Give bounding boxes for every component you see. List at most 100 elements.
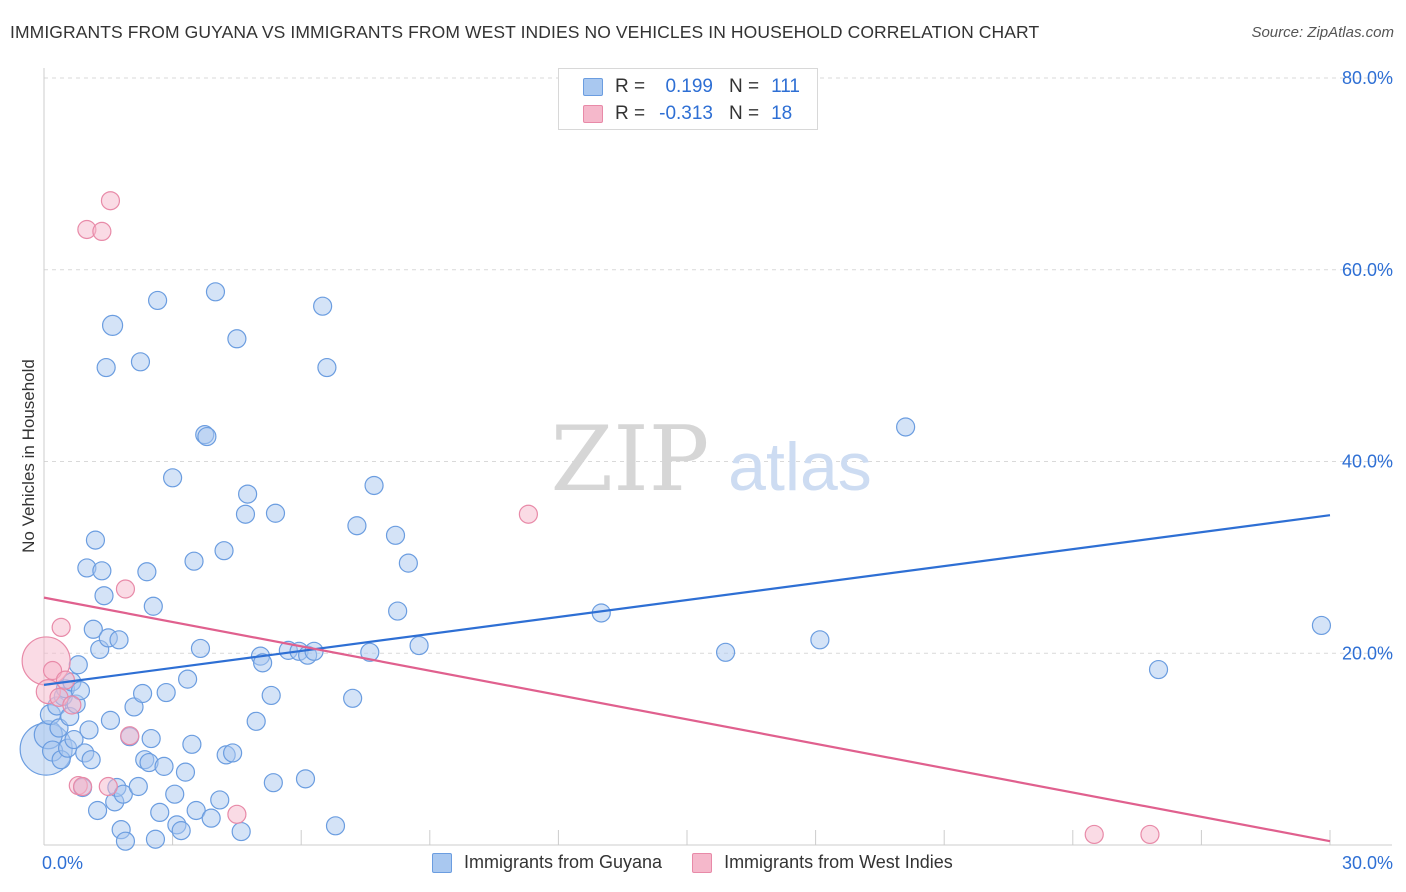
legend-row-west-indies: R = -0.313 N = 18: [583, 103, 792, 125]
data-point: [214, 541, 234, 561]
legend-n-value: 18: [771, 103, 793, 124]
data-point: [253, 653, 273, 673]
data-point: [190, 638, 211, 659]
data-point: [115, 831, 136, 851]
data-point: [64, 729, 84, 750]
watermark-atlas: atlas: [728, 429, 872, 505]
legend-swatch-guyana: [583, 78, 603, 96]
data-point: [263, 773, 283, 793]
data-point: [147, 290, 168, 311]
series-label-guyana: Immigrants from Guyana: [464, 852, 663, 872]
data-point: [55, 670, 76, 690]
data-point: [205, 282, 226, 302]
data-point: [141, 728, 161, 749]
data-point: [156, 682, 176, 703]
data-point: [182, 734, 202, 754]
legend-n-label: N =: [729, 76, 760, 97]
data-point: [261, 685, 281, 706]
y-tick-label: 40.0%: [1342, 452, 1393, 472]
data-point: [325, 816, 346, 836]
correlation-legend: R = 0.199 N = 111 R = -0.313 N = 18: [558, 68, 818, 130]
data-point: [163, 468, 183, 488]
data-point: [100, 710, 121, 730]
data-point: [143, 596, 163, 616]
data-point: [409, 635, 429, 656]
data-point: [1148, 659, 1169, 680]
data-point: [51, 617, 71, 637]
y-axis-label-group: No Vehicles in Household: [19, 359, 38, 553]
series-legend: Immigrants from Guyana Immigrants from W…: [432, 852, 983, 873]
legend-r-value: 0.199: [665, 76, 713, 97]
data-point: [96, 357, 116, 378]
trend-line-guyana: [43, 514, 1331, 686]
data-point: [87, 800, 108, 821]
series-legend-guyana: Immigrants from Guyana: [432, 852, 662, 873]
data-point: [150, 802, 170, 823]
series-swatch-guyana: [432, 852, 452, 873]
data-point: [388, 601, 408, 621]
x-tick-label: 0.0%: [42, 853, 83, 873]
data-point: [92, 221, 112, 241]
guyana-points: [19, 282, 1332, 851]
data-point: [246, 711, 266, 731]
data-point: [227, 329, 247, 349]
data-point: [70, 681, 91, 701]
legend-n-label: N =: [729, 103, 760, 124]
series-label-west-indies: Immigrants from West Indies: [724, 852, 953, 872]
data-point: [343, 688, 363, 708]
data-point: [238, 484, 258, 504]
legend-swatch-west-indies: [583, 105, 603, 123]
trend-line-west-indies: [43, 596, 1331, 843]
data-point: [235, 504, 256, 524]
data-point: [115, 579, 136, 599]
data-point: [715, 642, 736, 662]
data-point: [201, 808, 221, 828]
legend-row-guyana: R = 0.199 N = 111: [583, 76, 800, 98]
data-point: [101, 314, 124, 336]
data-point: [1084, 824, 1104, 845]
data-point: [231, 821, 251, 842]
data-point: [227, 804, 247, 824]
data-point: [68, 655, 88, 675]
data-point: [130, 352, 151, 372]
data-point: [186, 800, 206, 821]
data-point: [385, 525, 406, 545]
data-point: [98, 776, 118, 797]
data-point: [145, 829, 166, 849]
data-point: [100, 191, 121, 211]
data-point: [154, 756, 174, 776]
data-point: [1311, 615, 1332, 636]
data-point: [120, 726, 140, 746]
axes: [43, 68, 1392, 846]
data-point: [132, 683, 153, 704]
data-point: [347, 516, 367, 536]
data-point: [810, 630, 830, 650]
data-point: [42, 660, 63, 681]
data-point: [313, 296, 333, 316]
trend-lines: [43, 514, 1331, 843]
data-point: [317, 357, 337, 378]
legend-r-label: R =: [615, 103, 646, 124]
data-point: [175, 762, 196, 782]
data-point: [79, 720, 99, 740]
data-point: [360, 642, 380, 662]
data-point: [92, 561, 112, 581]
gridlines: [44, 77, 1392, 654]
data-point: [304, 641, 324, 661]
watermark-zip: ZIP: [551, 407, 710, 512]
data-point: [62, 695, 82, 715]
data-point: [896, 417, 916, 437]
data-point: [178, 669, 198, 689]
data-point: [398, 553, 418, 573]
west-indies-points: [21, 191, 1160, 845]
data-point: [137, 562, 157, 582]
data-point: [265, 503, 286, 523]
series-legend-west-indies: Immigrants from West Indies: [692, 852, 953, 873]
data-point: [83, 619, 103, 639]
data-point: [165, 784, 185, 804]
data-point: [171, 821, 191, 841]
y-tick-label: 60.0%: [1342, 260, 1393, 280]
data-point: [223, 743, 243, 763]
y-tick-label: 20.0%: [1342, 643, 1393, 663]
